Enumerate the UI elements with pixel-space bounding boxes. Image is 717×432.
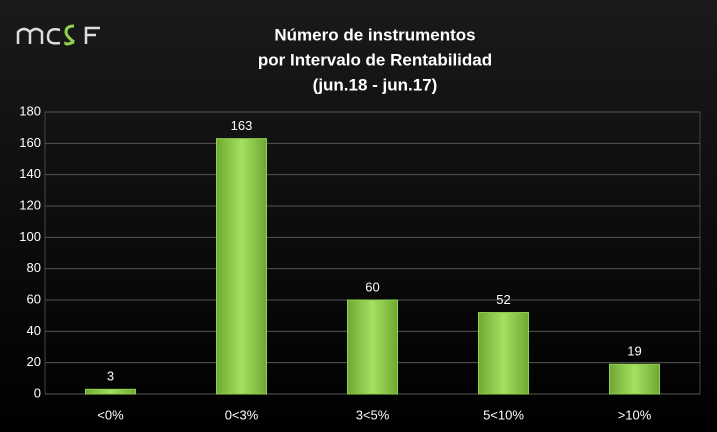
bar	[216, 138, 267, 395]
y-tick-label: 20	[27, 354, 41, 369]
data-label: 163	[231, 118, 253, 133]
x-tick-label: 0<3%	[225, 407, 259, 422]
data-label: 52	[496, 292, 510, 307]
x-tick-label: >10%	[618, 407, 652, 422]
data-label: 60	[365, 279, 379, 294]
y-tick-label: 40	[27, 323, 41, 338]
bar	[347, 299, 398, 395]
y-tick-label: 80	[27, 260, 41, 275]
y-tick-label: 60	[27, 291, 41, 306]
bar	[609, 363, 660, 395]
x-tick-label: 3<5%	[356, 407, 390, 422]
y-tick-label: 120	[19, 197, 41, 212]
x-tick-label: <0%	[97, 407, 124, 422]
bar	[478, 312, 529, 395]
data-label: 19	[627, 344, 641, 359]
data-label: 3	[107, 369, 114, 384]
y-tick-label: 100	[19, 229, 41, 244]
chart-title: Número de instrumentos	[274, 25, 475, 44]
chart-title: por Intervalo de Rentabilidad	[258, 50, 492, 69]
y-tick-label: 180	[19, 103, 41, 118]
logo	[16, 24, 100, 46]
y-tick-label: 140	[19, 166, 41, 181]
x-tick-label: 5<10%	[483, 407, 524, 422]
chart-title: (jun.18 - jun.17)	[313, 75, 438, 94]
y-tick-label: 0	[34, 385, 41, 400]
y-tick-label: 160	[19, 135, 41, 150]
bar	[85, 388, 136, 395]
